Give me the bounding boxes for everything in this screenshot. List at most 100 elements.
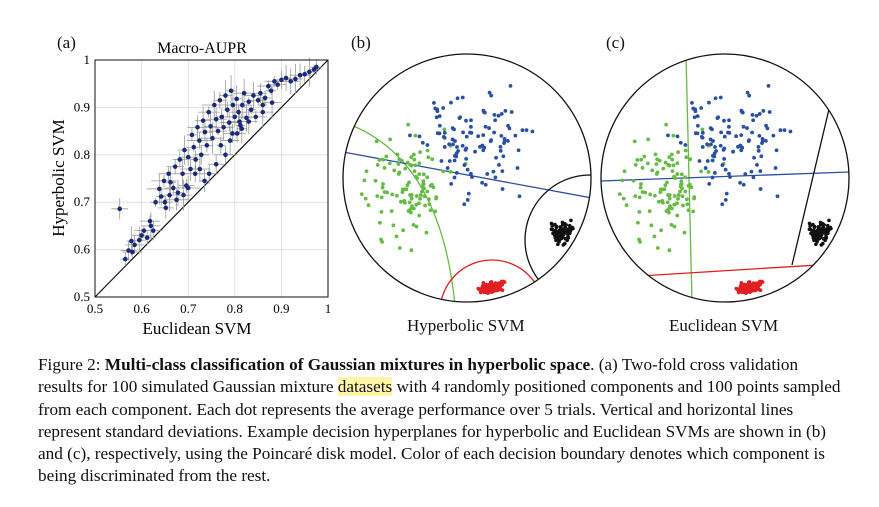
blue-point — [466, 191, 471, 196]
green-point — [670, 169, 675, 174]
blue-point — [754, 113, 759, 118]
green-point — [660, 200, 665, 205]
green-point — [655, 170, 660, 175]
black-point — [816, 225, 820, 229]
scatter-point — [236, 109, 241, 115]
green-point — [424, 230, 429, 235]
blue-point — [465, 197, 470, 202]
blue-point — [707, 100, 711, 105]
green-point — [688, 157, 693, 162]
blue-point — [722, 146, 727, 151]
green-point — [403, 166, 408, 171]
disk-b-content — [343, 83, 591, 302]
caption-text-1: . (a) Two-fold cross validation results … — [38, 355, 799, 397]
panel-c-label: Euclidean SVM — [669, 316, 779, 335]
black-point — [827, 227, 831, 231]
scatter-point — [136, 237, 142, 243]
green-point — [669, 152, 674, 157]
blue-point — [464, 134, 469, 139]
green-point — [428, 208, 433, 213]
red-point — [754, 285, 759, 290]
blue-point — [683, 143, 688, 147]
disk-c-points — [617, 83, 833, 295]
black-point — [827, 218, 831, 223]
scatter-point — [198, 152, 204, 158]
blue-point — [758, 187, 763, 191]
scatter-point — [225, 107, 230, 113]
green-point — [692, 196, 696, 201]
blue-point — [693, 109, 698, 114]
blue-point — [695, 123, 700, 128]
blue-point — [712, 171, 717, 175]
green-decision-boundary — [685, 54, 693, 302]
scatter-point — [197, 138, 202, 143]
green-point — [377, 220, 382, 225]
green-point — [418, 196, 422, 201]
green-point — [676, 150, 681, 155]
scatter-point — [234, 131, 240, 136]
green-point — [631, 178, 636, 183]
y-tick-labels: 0.5 0.6 0.7 0.8 0.9 1 — [74, 52, 91, 304]
y-tick-label: 0.7 — [74, 194, 91, 209]
blue-point — [464, 118, 468, 123]
blue-point — [451, 142, 455, 147]
red-point — [488, 286, 493, 291]
blue-point — [494, 155, 498, 160]
disk-c-content — [601, 54, 849, 302]
figure-caption: Figure 2: Multi-class classification of … — [38, 354, 846, 488]
green-point — [667, 193, 672, 197]
scatter-point — [175, 190, 181, 196]
green-point — [429, 182, 434, 187]
green-point — [663, 160, 668, 165]
scatter-point — [185, 185, 191, 191]
green-point — [667, 155, 672, 160]
scatter-point — [202, 178, 207, 184]
blue-point — [464, 146, 469, 151]
red-point — [737, 289, 741, 294]
green-point — [362, 178, 367, 183]
green-point — [662, 187, 667, 192]
green-point — [394, 234, 399, 239]
blue-point — [749, 169, 754, 174]
blue-point — [718, 95, 723, 100]
blue-point — [483, 124, 488, 129]
blue-point — [711, 139, 715, 143]
green-point — [680, 194, 685, 199]
chart-title: Macro-AUPR — [157, 40, 247, 57]
blue-point — [441, 106, 446, 110]
blue-point — [515, 166, 520, 170]
blue-point — [695, 114, 700, 119]
disk-b-points — [359, 83, 575, 295]
blue-point — [716, 115, 721, 120]
blue-point — [760, 141, 764, 145]
blue-point — [675, 134, 680, 139]
green-point — [682, 230, 687, 235]
blue-point — [445, 166, 450, 170]
blue-point — [499, 133, 504, 138]
red-point — [754, 288, 758, 292]
black-point — [563, 241, 567, 246]
scatter-point — [251, 93, 256, 98]
blue-point — [734, 134, 739, 139]
green-point — [683, 175, 688, 180]
green-point — [426, 155, 431, 160]
scatter-point — [246, 119, 252, 124]
blue-point — [710, 175, 715, 180]
black-decision-boundary — [791, 104, 831, 266]
green-point — [683, 148, 688, 153]
y-tick-label: 0.8 — [74, 147, 90, 162]
scatter-point — [200, 118, 206, 123]
green-decision-boundary — [343, 121, 456, 302]
blue-point — [710, 158, 715, 163]
black-point — [560, 220, 565, 225]
blue-point — [505, 138, 510, 143]
blue-point — [489, 93, 494, 98]
green-point — [622, 169, 627, 174]
green-point — [409, 248, 414, 253]
red-point — [746, 286, 751, 291]
blue-point — [759, 154, 764, 159]
blue-point — [757, 112, 762, 116]
red-point — [748, 289, 753, 294]
blue-point — [738, 180, 743, 185]
blue-point — [766, 83, 771, 88]
